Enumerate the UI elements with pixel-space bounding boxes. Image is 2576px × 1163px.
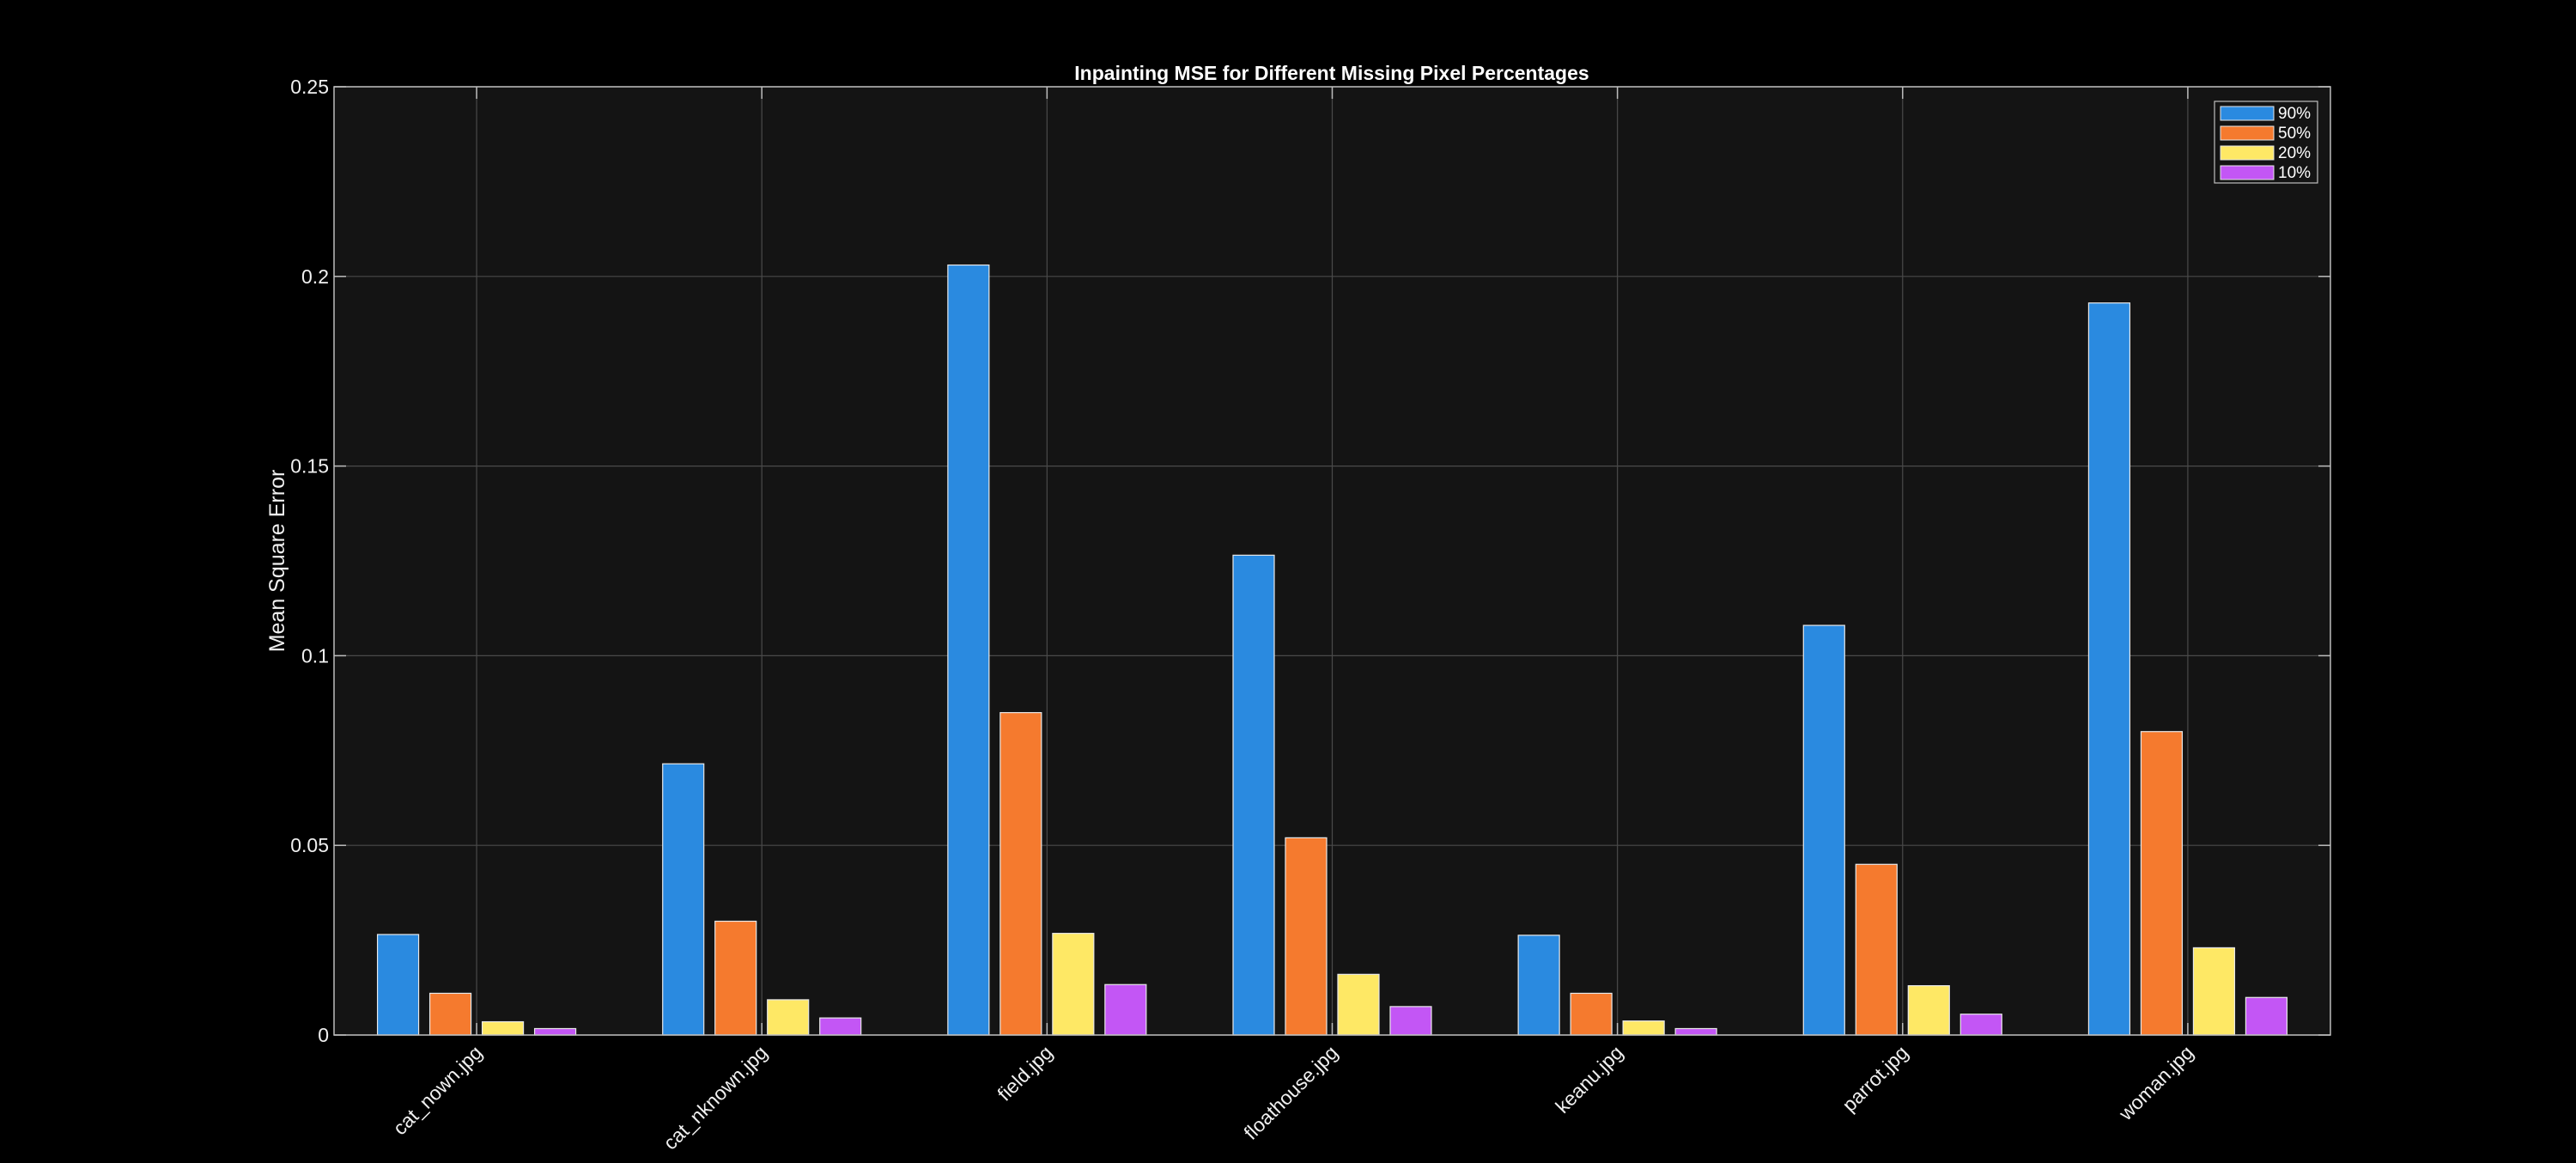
bar: [714, 920, 757, 1036]
bar: [1285, 837, 1327, 1036]
bar: [819, 1017, 862, 1036]
bar: [1104, 983, 1147, 1036]
y-tick-label: 0.05: [290, 834, 329, 856]
bar: [662, 763, 705, 1036]
x-tick-label: floathouse.jpg: [1239, 1041, 1342, 1144]
x-tick-label: woman.jpg: [2114, 1041, 2198, 1125]
legend-swatch: [2220, 145, 2275, 161]
bar: [767, 999, 810, 1036]
x-tick-label: cat_nown.jpg: [388, 1041, 486, 1139]
y-tick-label: 0.2: [301, 265, 329, 288]
bar: [1232, 554, 1275, 1036]
y-tick-label: 0: [318, 1024, 329, 1046]
x-tick-label: parrot.jpg: [1838, 1041, 1912, 1116]
bar: [1337, 973, 1380, 1036]
bars: [376, 264, 2288, 1036]
bar: [1674, 1027, 1717, 1036]
legend-swatch: [2220, 125, 2275, 141]
bar: [1052, 933, 1095, 1036]
legend-label: 20%: [2278, 144, 2311, 162]
legend: 90% 50%20% 10%: [2214, 100, 2318, 184]
bar: [2192, 947, 2236, 1036]
bar: [2087, 302, 2131, 1036]
bar: [481, 1020, 525, 1036]
bar: [1389, 1006, 1432, 1036]
y-tick-label: 0.15: [290, 455, 329, 478]
bar: [1517, 935, 1560, 1036]
bar: [1959, 1014, 2002, 1036]
legend-swatch: [2220, 106, 2275, 121]
x-tick-label: cat_nknown.jpg: [659, 1041, 771, 1154]
bar: [1622, 1020, 1665, 1036]
y-tick-label: 0.1: [301, 644, 329, 667]
bar: [428, 992, 472, 1036]
x-tick-label: field.jpg: [993, 1041, 1056, 1105]
x-tick-label: keanu.jpg: [1551, 1041, 1627, 1117]
y-axis: 0 0.05 0.1 0.15 0.2 0.25: [290, 76, 2330, 1046]
bar: [1907, 984, 1950, 1036]
y-tick-label: 0.25: [290, 76, 329, 98]
chart-title: Inpainting MSE for Different Missing Pix…: [1074, 62, 1589, 84]
bar: [1855, 863, 1898, 1036]
bar: [1802, 624, 1845, 1036]
legend-swatch: [2220, 165, 2275, 180]
legend-label: 90%: [2278, 105, 2311, 123]
bar: [2245, 996, 2288, 1036]
legend-label: 50%: [2278, 125, 2311, 143]
bar: [533, 1027, 577, 1036]
bar: [1570, 992, 1613, 1036]
legend-label: 10%: [2278, 164, 2311, 182]
bar: [376, 934, 420, 1036]
grid-lines: [334, 86, 2330, 1036]
bar: [999, 712, 1042, 1036]
y-axis-label: Mean Square Error: [265, 470, 289, 653]
bar: [2140, 731, 2184, 1036]
bar: [947, 264, 990, 1036]
